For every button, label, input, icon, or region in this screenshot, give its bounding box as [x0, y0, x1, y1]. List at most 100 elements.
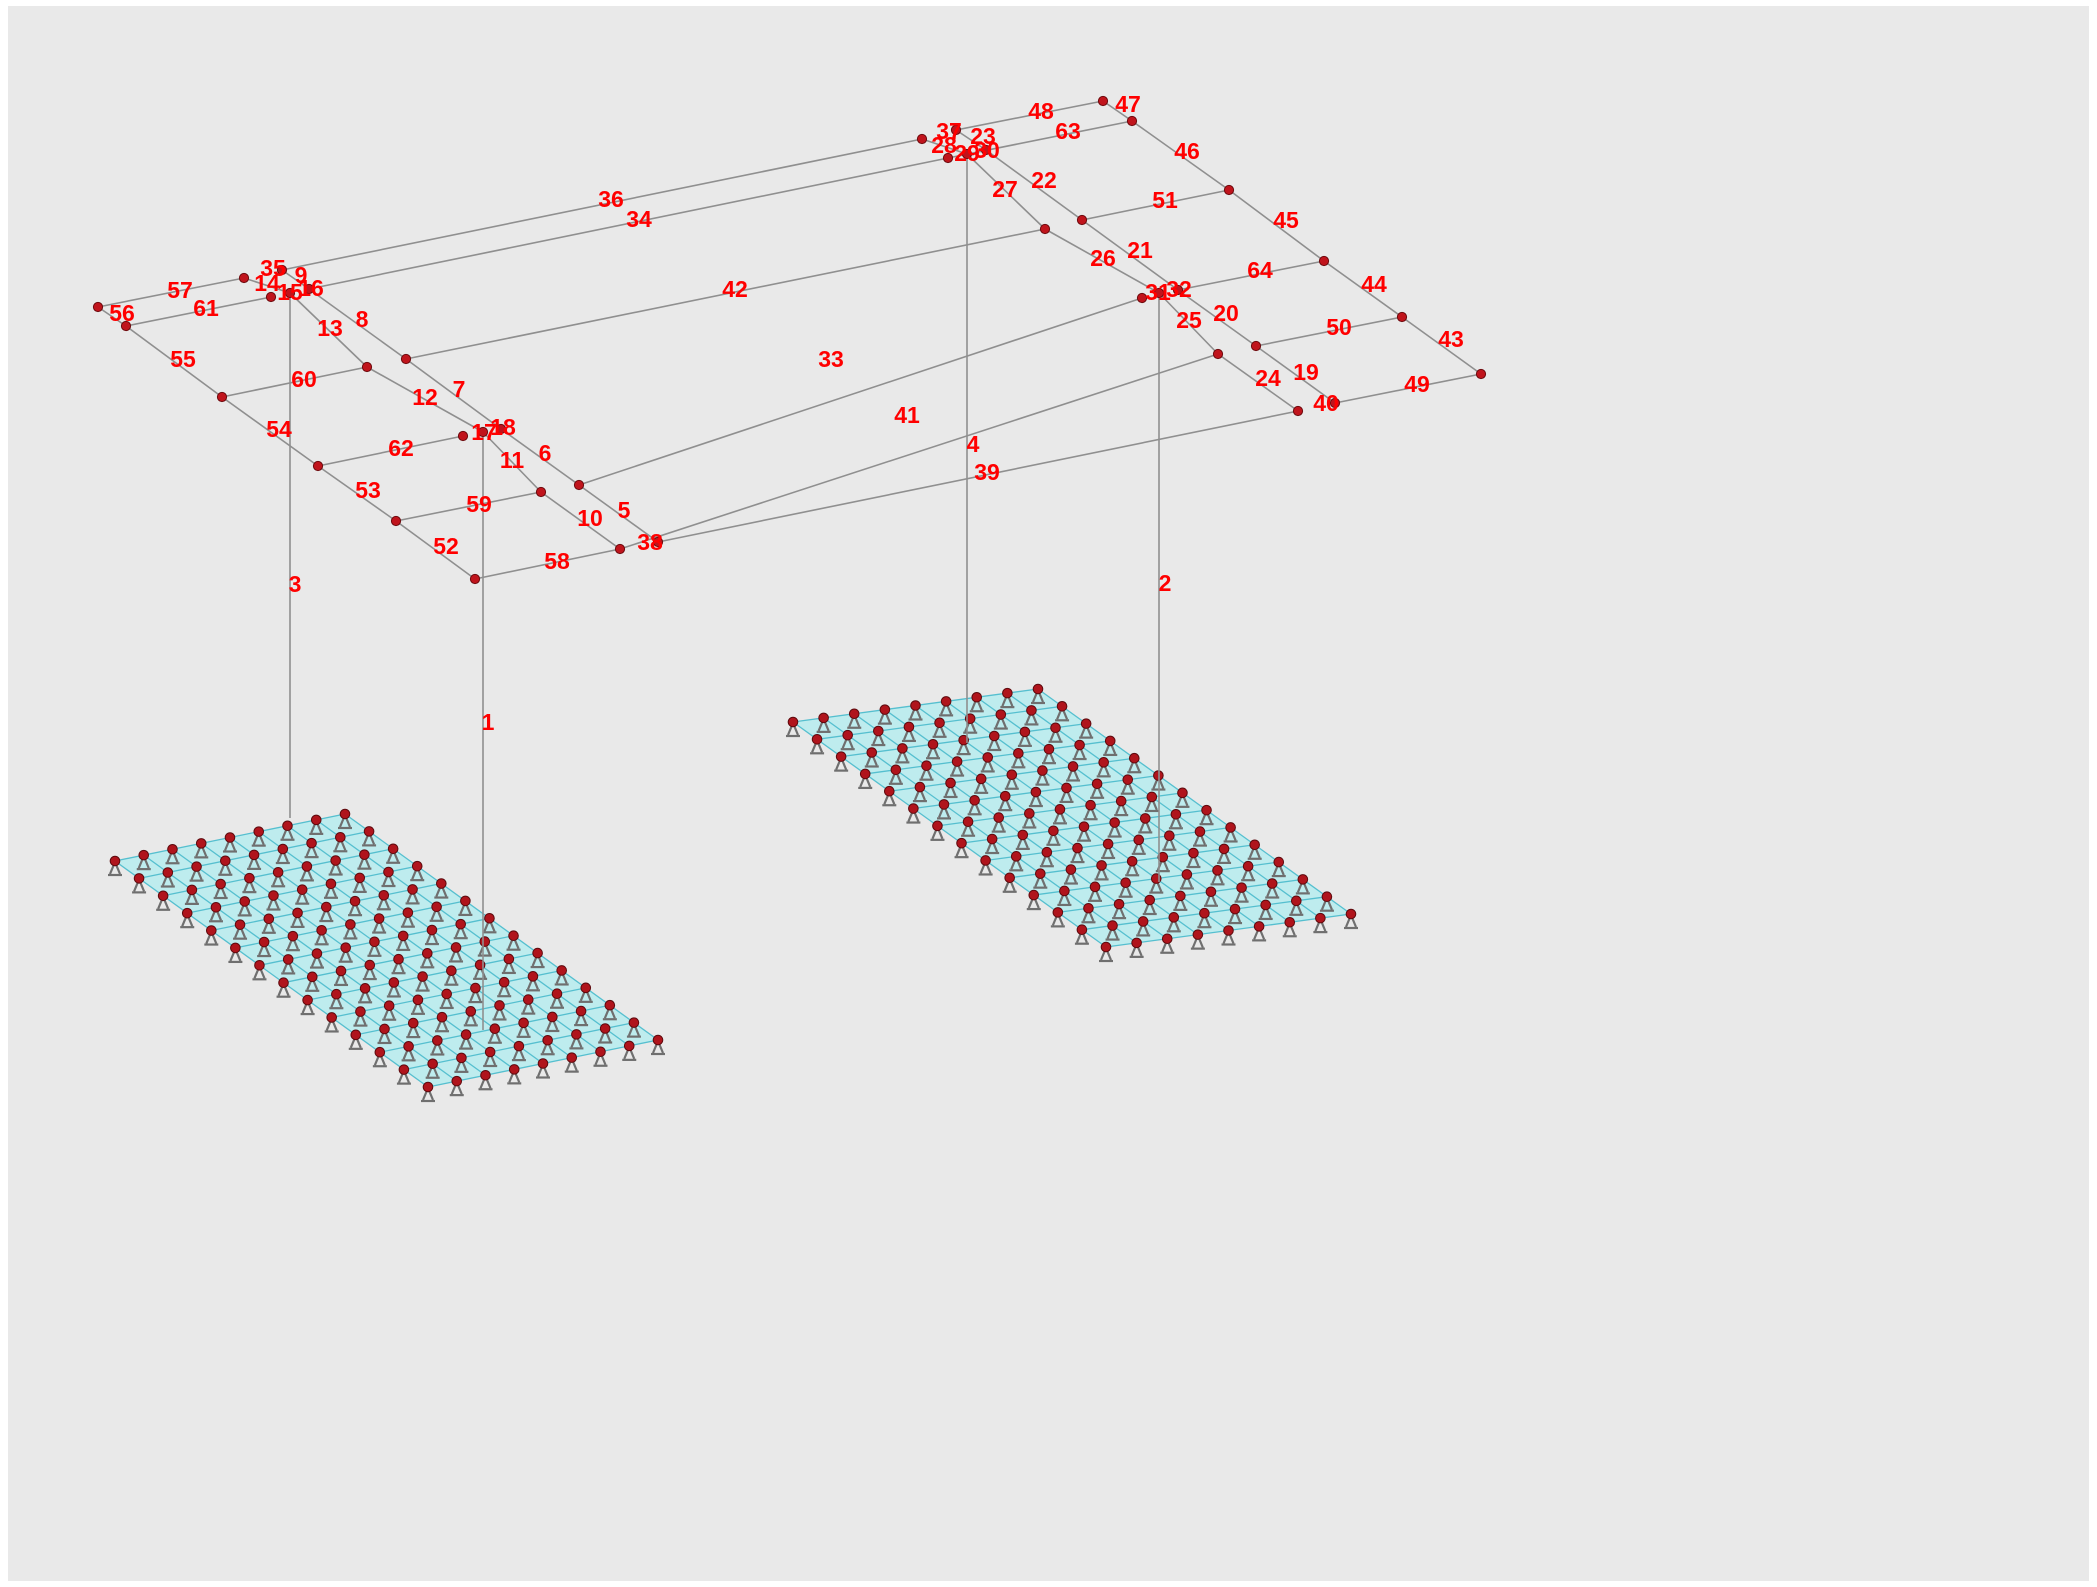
- member-54-line[interactable]: [221, 396, 319, 467]
- node-dot-icon[interactable]: [1475, 368, 1487, 380]
- node-dot-icon[interactable]: [942, 152, 954, 164]
- node-dot-icon[interactable]: [1039, 223, 1051, 235]
- node-dot-icon[interactable]: [1250, 340, 1262, 352]
- member-56-line[interactable]: [97, 306, 127, 327]
- node-dot-icon[interactable]: [1126, 115, 1138, 127]
- member-59-line[interactable]: [395, 491, 542, 522]
- member-47-line[interactable]: [1102, 100, 1133, 122]
- member-27-line[interactable]: [966, 153, 1046, 230]
- node-dot-icon[interactable]: [312, 460, 324, 472]
- member-25-line[interactable]: [1158, 292, 1219, 355]
- member-5-line[interactable]: [578, 484, 659, 543]
- member-13-line[interactable]: [289, 292, 368, 368]
- member-49-line[interactable]: [1334, 373, 1482, 404]
- member-43-line[interactable]: [1401, 316, 1482, 375]
- member-10-line[interactable]: [540, 491, 621, 550]
- member-55-line[interactable]: [125, 325, 223, 398]
- member-52-line[interactable]: [395, 520, 476, 580]
- node-dot-icon[interactable]: [1153, 287, 1165, 299]
- member-51-line[interactable]: [1081, 189, 1230, 221]
- node-dot-icon[interactable]: [238, 272, 250, 284]
- member-21-line[interactable]: [1081, 219, 1179, 291]
- member-46-line[interactable]: [1131, 120, 1230, 191]
- node-dot-icon[interactable]: [120, 320, 132, 332]
- member-60-line[interactable]: [221, 366, 368, 398]
- member-64-line[interactable]: [1177, 260, 1325, 291]
- node-dot-icon[interactable]: [457, 430, 469, 442]
- member-41-line[interactable]: [619, 353, 1219, 550]
- pinned-support-icon: [980, 752, 995, 773]
- node-dot-icon[interactable]: [390, 515, 402, 527]
- node-dot-icon[interactable]: [361, 361, 373, 373]
- member-11-line[interactable]: [482, 431, 542, 493]
- member-50-line[interactable]: [1255, 316, 1403, 347]
- node-dot-icon[interactable]: [916, 133, 928, 145]
- node-dot-icon[interactable]: [1172, 284, 1184, 296]
- node-dot-icon[interactable]: [573, 479, 585, 491]
- member-9-line[interactable]: [281, 269, 310, 290]
- node-dot-icon[interactable]: [303, 283, 315, 295]
- member-44-line[interactable]: [1323, 260, 1403, 318]
- node-dot-icon[interactable]: [469, 573, 481, 585]
- member-24-line[interactable]: [1217, 353, 1299, 412]
- node-dot-icon[interactable]: [400, 353, 412, 365]
- member-58-line[interactable]: [474, 548, 621, 580]
- member-23-line[interactable]: [955, 129, 987, 151]
- node-dot-icon[interactable]: [276, 264, 288, 276]
- member-26-line[interactable]: [1044, 228, 1160, 294]
- support-node: [1170, 808, 1182, 820]
- node-dot-icon[interactable]: [1292, 405, 1304, 417]
- node-dot-icon[interactable]: [1318, 255, 1330, 267]
- node-dot-icon[interactable]: [1223, 184, 1235, 196]
- node-dot-icon[interactable]: [1396, 311, 1408, 323]
- support-node: [1013, 747, 1024, 759]
- member-39-line[interactable]: [657, 410, 1299, 543]
- node-dot-icon[interactable]: [216, 391, 228, 403]
- node-dot-icon[interactable]: [961, 148, 973, 160]
- member-7-line[interactable]: [405, 358, 502, 430]
- pinned-support-icon: [309, 948, 324, 969]
- node-dot-icon[interactable]: [495, 423, 507, 435]
- node-dot-icon[interactable]: [535, 486, 547, 498]
- node-dot-icon[interactable]: [265, 291, 277, 303]
- member-33-line[interactable]: [578, 297, 1143, 486]
- member-61-line[interactable]: [125, 296, 272, 327]
- member-36-line[interactable]: [281, 138, 923, 271]
- member-8-line[interactable]: [308, 288, 407, 360]
- member-20-line[interactable]: [1177, 289, 1257, 347]
- member-45-line[interactable]: [1228, 189, 1325, 262]
- node-dot-icon[interactable]: [1329, 397, 1341, 409]
- member-42-line[interactable]: [405, 228, 1046, 360]
- member-12-line[interactable]: [366, 366, 484, 433]
- member-6-line[interactable]: [500, 428, 580, 486]
- node-dot-icon[interactable]: [284, 287, 296, 299]
- member-22-line[interactable]: [985, 149, 1083, 221]
- node-dot-icon[interactable]: [477, 426, 489, 438]
- member-19-line[interactable]: [1255, 345, 1336, 404]
- node-dot-icon[interactable]: [1076, 214, 1088, 226]
- member-14-line[interactable]: [243, 277, 291, 294]
- member-28-line[interactable]: [921, 138, 968, 155]
- pinned-support-icon: [888, 764, 903, 785]
- member-62-line[interactable]: [317, 435, 464, 467]
- support-node: [1059, 885, 1070, 897]
- pinned-support-icon: [463, 1006, 478, 1027]
- pinned-support-icon: [156, 890, 171, 911]
- node-dot-icon[interactable]: [1097, 95, 1109, 107]
- member-48-line[interactable]: [955, 100, 1104, 131]
- node-dot-icon[interactable]: [1136, 292, 1148, 304]
- node-dot-icon[interactable]: [614, 543, 626, 555]
- member-57-line[interactable]: [97, 277, 245, 308]
- node-dot-icon[interactable]: [980, 144, 992, 156]
- member-53-line[interactable]: [317, 465, 397, 522]
- node-dot-icon[interactable]: [950, 124, 962, 136]
- node-dot-icon[interactable]: [652, 536, 664, 548]
- member-34-line[interactable]: [308, 157, 949, 290]
- left-foundation-slab: [108, 808, 665, 1103]
- node-dot-icon[interactable]: [1212, 348, 1224, 360]
- node-dot-icon[interactable]: [92, 301, 104, 313]
- pinned-support-icon: [276, 977, 291, 998]
- member-63-line[interactable]: [947, 120, 1133, 159]
